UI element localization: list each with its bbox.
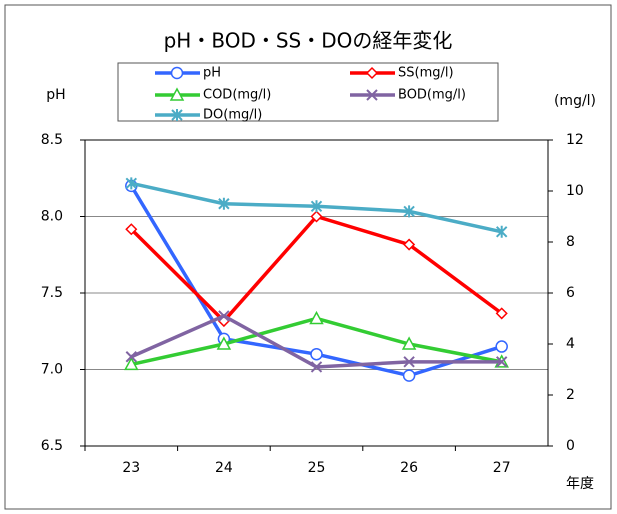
legend-marker	[171, 109, 183, 121]
x-tick-label: 26	[400, 460, 418, 476]
data-point	[124, 356, 139, 371]
y-tick-label: 7.0	[41, 362, 63, 378]
data-point	[403, 356, 415, 368]
data-point	[310, 200, 323, 213]
data-point	[310, 210, 323, 223]
legend-marker	[170, 66, 184, 80]
chart-title: pH・BOD・SS・DOの経年変化	[164, 29, 453, 53]
data-point	[125, 177, 138, 190]
data-point	[125, 223, 138, 236]
data-point	[403, 238, 416, 251]
y-tick-label: 8.5	[41, 132, 63, 148]
y-tick-label: 8.0	[41, 209, 63, 225]
x-tick-label: 23	[122, 460, 140, 476]
data-point	[495, 225, 508, 238]
y-tick-label: 6.5	[41, 438, 63, 454]
data-point	[401, 336, 417, 350]
data-point	[310, 347, 323, 361]
y2-axis-label: (mg/l)	[554, 93, 596, 109]
data-point	[495, 307, 508, 320]
x-tick-label: 25	[308, 460, 326, 476]
y2-tick-label: 10	[566, 183, 584, 199]
legend-marker	[365, 66, 379, 80]
data-point	[402, 369, 416, 382]
y-axis-label: pH	[46, 87, 65, 103]
legend-label: SS(mg/l)	[398, 66, 454, 81]
legend-marker	[366, 89, 378, 101]
x-tick-label: 24	[215, 460, 233, 476]
plot-border	[84, 139, 549, 447]
y2-tick-label: 0	[566, 438, 575, 454]
data-point	[495, 356, 508, 368]
x-axis-label: 年度	[566, 476, 594, 492]
data-point	[125, 351, 138, 363]
legend-label: pH	[203, 66, 221, 81]
legend-label: BOD(mg/l)	[398, 88, 466, 103]
x-tick-label: 27	[493, 460, 511, 476]
data-point	[403, 205, 415, 218]
y2-tick-label: 4	[566, 336, 575, 352]
y2-tick-label: 12	[566, 132, 584, 148]
y2-tick-label: 6	[566, 285, 575, 301]
legend-label: COD(mg/l)	[203, 88, 271, 103]
legend-label: DO(mg/l)	[203, 108, 262, 123]
y2-tick-label: 2	[566, 387, 575, 403]
data-point	[310, 361, 323, 373]
data-point	[309, 310, 324, 325]
data-point	[218, 197, 230, 210]
data-point	[216, 336, 232, 350]
data-point	[218, 310, 230, 322]
data-point	[495, 340, 508, 353]
y2-tick-label: 8	[566, 234, 575, 250]
y-tick-label: 7.5	[41, 285, 63, 301]
legend-marker	[169, 87, 185, 101]
